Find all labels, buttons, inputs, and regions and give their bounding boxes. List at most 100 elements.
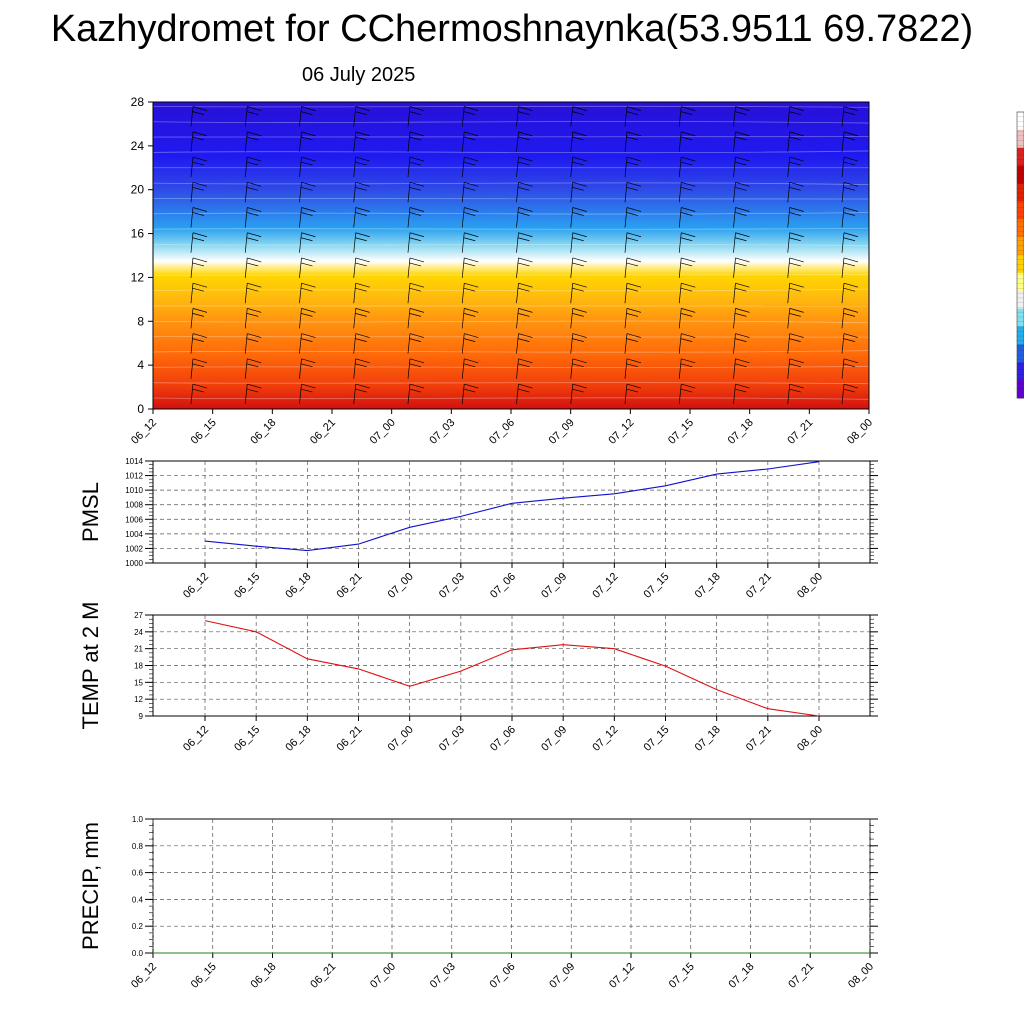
wind-barb <box>570 333 587 354</box>
wind-barb <box>516 232 533 253</box>
wind-barb <box>516 156 533 178</box>
wind-barb <box>787 131 804 152</box>
x-tick-label: 08_00 <box>845 417 875 447</box>
wind-barb <box>516 282 533 304</box>
x-tick-label: 07_18 <box>727 961 757 991</box>
wind-barb <box>787 232 804 253</box>
x-tick-label: 06_18 <box>283 724 313 754</box>
wind-barb <box>841 282 859 304</box>
wind-barb <box>190 156 208 178</box>
wind-barb <box>299 282 316 304</box>
wind-barb <box>570 257 587 278</box>
wind-barb <box>353 207 370 228</box>
x-tick-label: 07_12 <box>590 571 620 601</box>
wind-barb <box>353 282 370 304</box>
wind-barb <box>461 232 479 253</box>
y-tick-label: 12 <box>134 695 143 704</box>
wind-barb <box>461 282 479 304</box>
colorbar-swatch <box>1017 183 1024 202</box>
wind-barb <box>461 131 479 152</box>
wind-barb <box>407 383 425 405</box>
y-tick-label: 4 <box>137 358 144 372</box>
y-tick-label: 1004 <box>125 530 143 539</box>
x-tick-label: 06_18 <box>249 961 279 991</box>
page-title: Kazhydromet for CChermoshnaynka(53.9511 … <box>50 8 974 50</box>
wind-barb <box>461 156 479 178</box>
colorbar-swatch <box>1017 201 1024 220</box>
wind-barb <box>787 207 804 228</box>
wind-barb <box>733 232 750 253</box>
wind-barb <box>299 106 316 127</box>
y-tick-label: 8 <box>137 314 144 328</box>
x-tick-label: 06_12 <box>129 417 159 447</box>
wind-barb <box>787 358 804 379</box>
colorbar-swatch <box>1017 237 1024 256</box>
wind-barb <box>570 156 587 178</box>
wind-barb <box>244 282 262 304</box>
wind-barb <box>678 232 696 253</box>
wind-barb <box>299 358 316 379</box>
wind-barb <box>624 181 642 203</box>
wind-barb <box>570 282 587 304</box>
wind-barb <box>516 207 533 228</box>
wind-barb <box>570 308 587 329</box>
wind-barb <box>516 106 533 127</box>
y-tick-label: 27 <box>134 611 143 620</box>
x-tick-label: 07_03 <box>427 417 457 447</box>
contour-line <box>152 259 870 262</box>
wind-barb <box>461 257 479 278</box>
wind-barb <box>841 131 859 152</box>
wind-barb <box>516 383 533 405</box>
x-tick-label: 08_00 <box>846 961 876 991</box>
wind-barb <box>407 257 425 278</box>
wind-barb <box>733 383 750 405</box>
wind-barb <box>516 181 533 203</box>
wind-barb <box>353 232 370 253</box>
wind-barb <box>733 181 750 203</box>
wind-barb <box>787 383 804 405</box>
wind-barb <box>678 257 696 278</box>
wind-barb <box>841 207 859 228</box>
y-tick-label: 24 <box>134 628 143 637</box>
wind-barb <box>299 156 316 178</box>
wind-barb <box>624 333 642 354</box>
x-tick-label: 07_15 <box>667 961 697 991</box>
wind-barb <box>624 383 642 405</box>
y-tick-label: 1.0 <box>132 815 144 824</box>
wind-barb <box>190 106 208 127</box>
y-tick-label: 18 <box>134 662 143 671</box>
colorbar-swatch <box>1017 308 1024 327</box>
y-tick-label: 0.0 <box>132 949 144 958</box>
wind-barb <box>407 358 425 379</box>
x-tick-label: 07_06 <box>488 571 518 601</box>
wind-barb <box>299 383 316 405</box>
x-tick-label: 06_12 <box>181 724 211 754</box>
series-line <box>204 620 820 717</box>
x-tick-label: 07_00 <box>368 961 398 991</box>
x-tick-label: 06_21 <box>308 961 338 991</box>
wind-barb <box>787 308 804 329</box>
x-tick-label: 07_21 <box>744 571 774 601</box>
x-tick-label: 08_00 <box>795 724 825 754</box>
x-tick-label: 07_12 <box>606 417 636 447</box>
wind-barb <box>299 232 316 253</box>
x-tick-label: 06_21 <box>335 724 365 754</box>
wind-barb <box>244 257 262 278</box>
x-tick-label: 07_00 <box>368 417 398 447</box>
x-tick-label: 07_15 <box>642 724 672 754</box>
wind-barb <box>841 333 859 354</box>
wind-barb <box>733 333 750 354</box>
x-tick-label: 07_06 <box>487 417 517 447</box>
wind-barb <box>624 257 642 278</box>
wind-barb <box>190 232 208 253</box>
wind-barb <box>190 358 208 379</box>
wind-barb <box>787 181 804 203</box>
y-axis-label: TEMP at 2 M <box>78 602 103 730</box>
x-tick-label: 07_09 <box>539 724 569 754</box>
wind-barb <box>190 308 208 329</box>
contour-line <box>152 105 870 108</box>
wind-barb <box>299 308 316 329</box>
wind-barb <box>516 358 533 379</box>
x-tick-label: 07_06 <box>488 724 518 754</box>
wind-barb <box>299 131 316 152</box>
